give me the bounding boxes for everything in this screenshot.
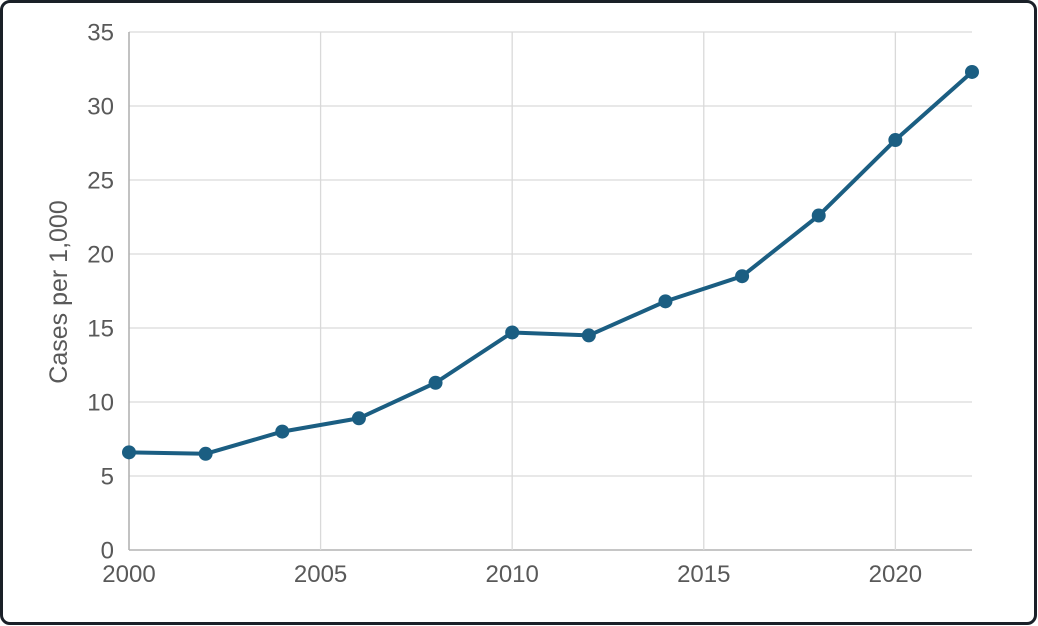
series-layer: [122, 64, 979, 461]
data-point-2002: [198, 446, 213, 461]
x-tick-label-2005: 2005: [294, 561, 347, 588]
data-point-2004: [275, 424, 290, 439]
y-tick-label-30: 30: [87, 93, 114, 120]
y-tick-label-25: 25: [87, 167, 114, 194]
y-tick-label-15: 15: [87, 315, 114, 342]
line-chart-svg: 0 5 10 15 20 25 30 35 2000 2005 2010 2015 2020 Cases…: [45, 19, 979, 588]
data-point-2014: [658, 294, 673, 309]
data-point-2022: [965, 64, 979, 79]
data-point-2018: [811, 208, 826, 223]
y-tick-label-20: 20: [87, 241, 114, 268]
x-tick-label-2015: 2015: [677, 561, 730, 588]
x-tick-label-2020: 2020: [869, 561, 922, 588]
axis-label-layer: 0 5 10 15 20 25 30 35 2000 2005 2010 2015 2020: [87, 19, 922, 588]
y-tick-label-10: 10: [87, 389, 114, 416]
data-point-2010: [505, 325, 520, 340]
y-tick-label-0: 0: [101, 537, 114, 564]
data-point-2012: [581, 328, 596, 343]
x-tick-label-2000: 2000: [102, 561, 155, 588]
y-tick-label-5: 5: [101, 463, 114, 490]
y-axis-title: Cases per 1,000: [45, 200, 73, 383]
data-point-2000: [122, 445, 136, 460]
grid-layer: [128, 31, 972, 551]
data-point-2006: [351, 411, 366, 426]
data-point-2020: [888, 133, 903, 148]
data-point-2008: [428, 375, 443, 390]
x-tick-label-2010: 2010: [485, 561, 538, 588]
series-line: [127, 69, 974, 456]
data-point-2016: [735, 269, 750, 284]
y-tick-label-35: 35: [87, 19, 114, 46]
